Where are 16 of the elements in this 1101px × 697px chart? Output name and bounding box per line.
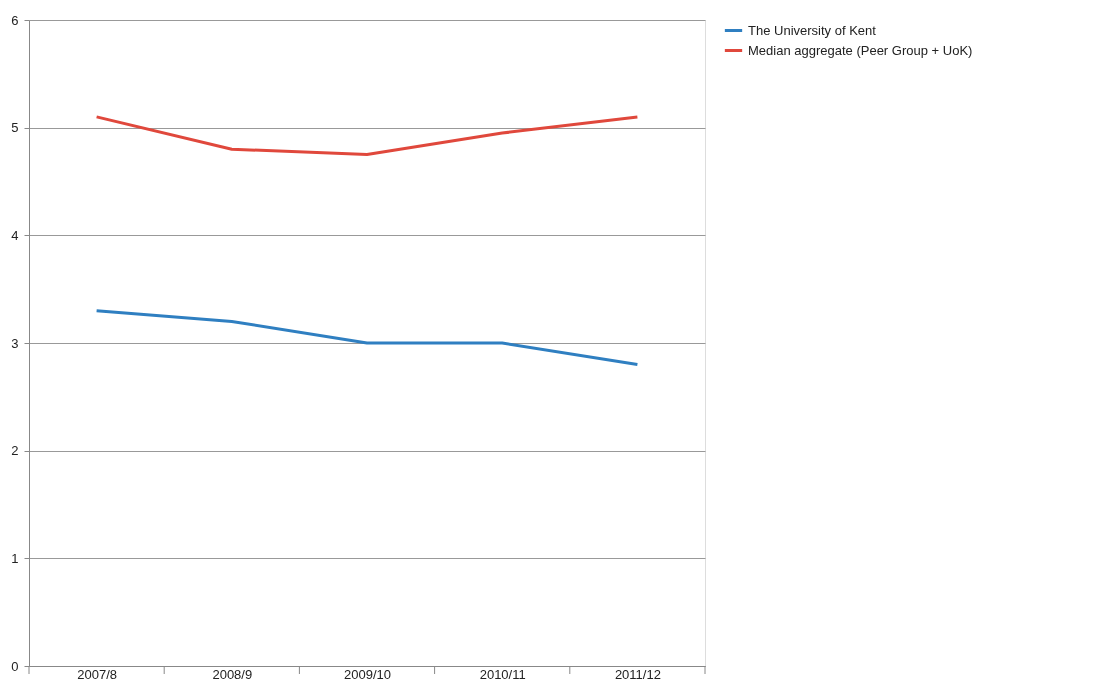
line-series [95, 309, 639, 367]
y-tick-label: 3 [11, 335, 19, 351]
y-tick-label: 1 [11, 550, 19, 566]
legend-label: Median aggregate (Peer Group + UoK) [748, 42, 973, 58]
y-tick-label: 0 [11, 658, 19, 674]
y-tick-label: 6 [11, 12, 19, 28]
x-tick-label: 2008/9 [212, 666, 253, 682]
y-tick-label: 5 [11, 120, 19, 136]
y-tick-label: 2 [11, 443, 19, 459]
x-tick-label: 2007/8 [77, 666, 117, 682]
x-tick-label: 2011/12 [614, 666, 661, 682]
x-tick-label: 2010/11 [479, 666, 526, 682]
y-tick-label: 4 [11, 227, 19, 243]
x-tick-label: 2009/10 [344, 666, 391, 682]
line-series [95, 115, 639, 157]
legend-label: The University of Kent [748, 22, 877, 38]
